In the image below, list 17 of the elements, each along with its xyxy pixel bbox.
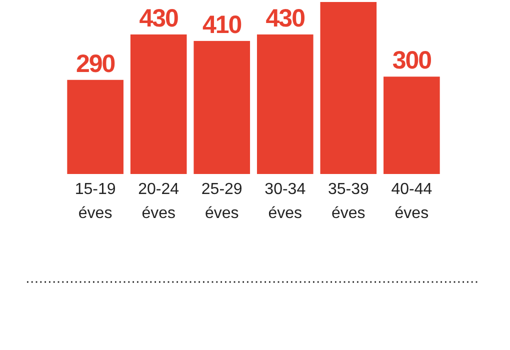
data-label: 410 xyxy=(202,10,242,39)
bar xyxy=(320,2,377,174)
bar xyxy=(130,34,187,174)
x-tick-label: 40-44 éves xyxy=(391,181,432,222)
data-label: 300 xyxy=(392,46,432,75)
bar xyxy=(194,40,250,174)
x-tick-label: 25-29 éves xyxy=(201,181,242,222)
bar xyxy=(384,76,440,174)
x-tick-label: 20-24 éves xyxy=(138,181,180,222)
x-tick-label: 15-19 éves xyxy=(74,181,116,222)
x-tick-label: 30-34 éves xyxy=(264,181,306,222)
bar xyxy=(256,34,314,174)
x-tick-label: 35-39 éves xyxy=(328,181,369,222)
bar xyxy=(67,80,124,174)
data-label: 430 xyxy=(266,4,305,32)
data-label: 430 xyxy=(139,4,178,32)
data-label: 290 xyxy=(76,50,115,78)
